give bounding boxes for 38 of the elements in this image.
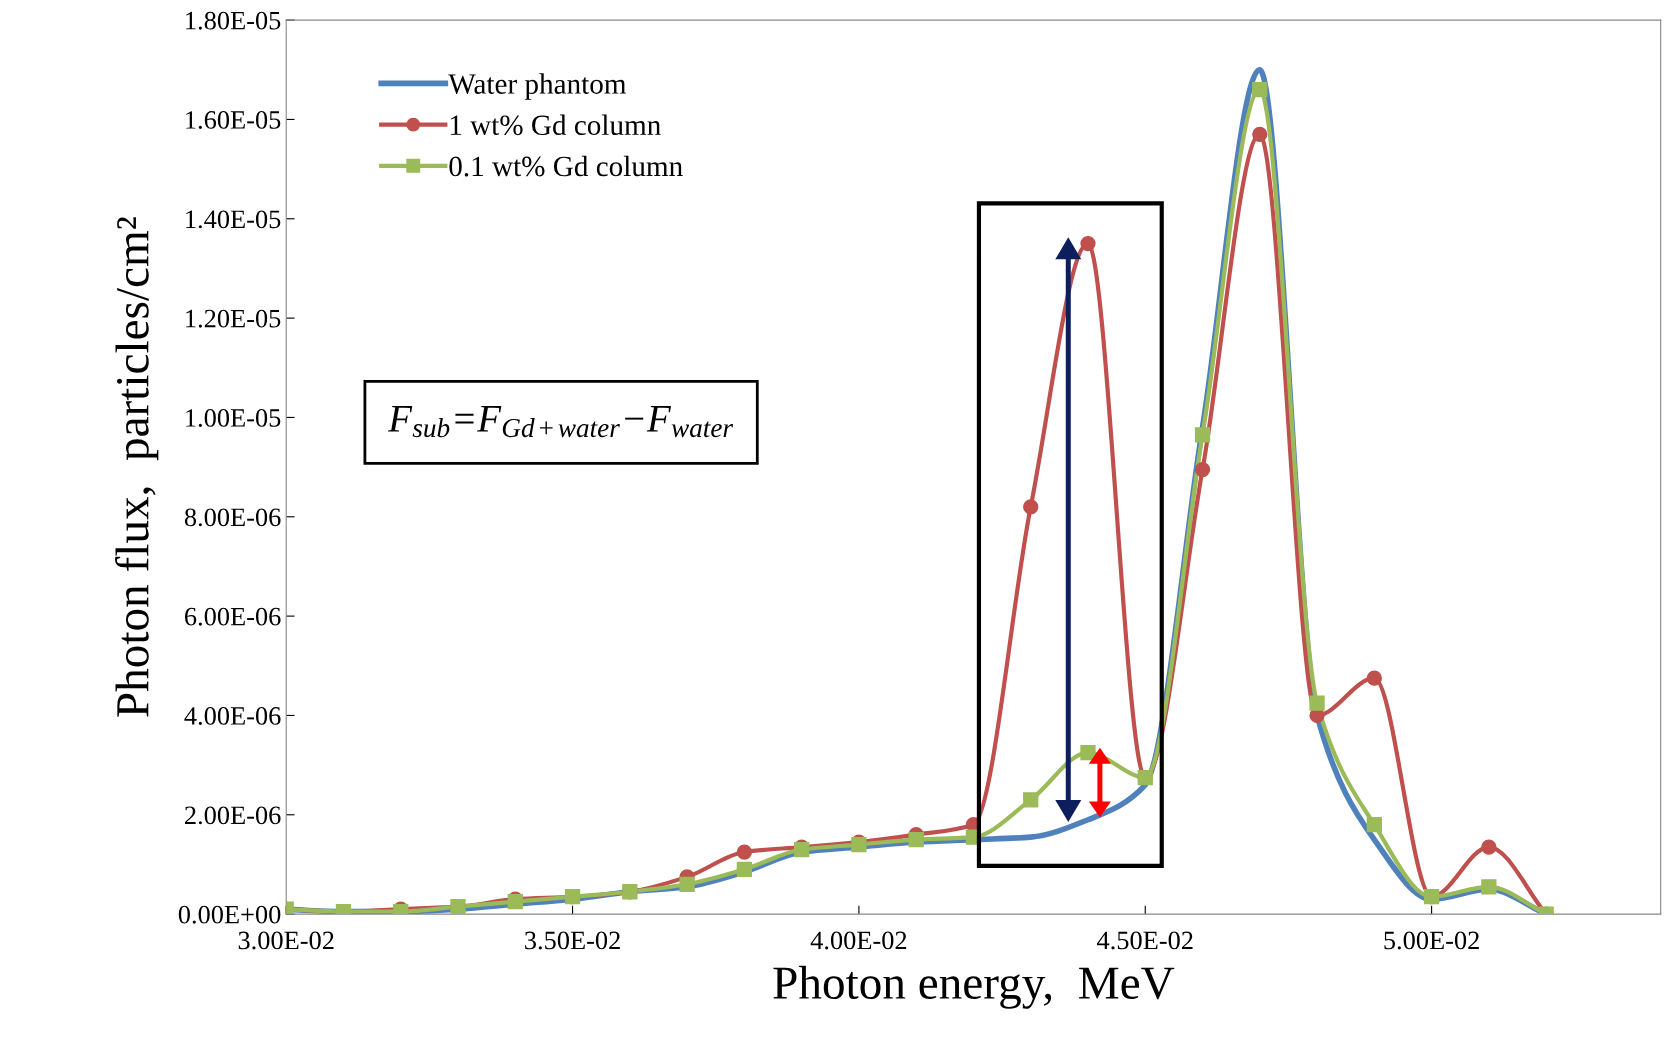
point (1366, 817, 1382, 833)
point (736, 861, 753, 878)
y-tick-label: 2.00E-06 (185, 806, 281, 825)
x-tick-label: 5.00E-02 (1384, 931, 1479, 950)
legend-label: 0.1 wt% Gd column (449, 155, 683, 177)
x-tick-label: 3.50E-02 (525, 931, 620, 950)
y-tick-label: 8.00E-06 (184, 508, 281, 527)
legend-label: 1 wt% Gd column (450, 114, 661, 136)
y-tick-label: 1.80E-05 (186, 11, 281, 30)
x-tick-label: 3.00E-02 (238, 931, 334, 950)
y-tick-label: 4.00E-06 (184, 707, 281, 725)
y-tick-label: 1.60E-05 (186, 111, 281, 129)
point (1080, 235, 1096, 252)
point (1309, 695, 1325, 711)
y-tick-label: 0.00E+00 (178, 905, 281, 924)
annotation: F$_{sub}$=F$_{Gd+water}$−F$_{water}$ (388, 406, 734, 438)
point (1023, 499, 1039, 515)
x-tick-label: 4.50E-02 (1097, 931, 1193, 950)
y-axis-title: Photon flux, particles/cm² (115, 217, 159, 717)
y-tick-label: 6.00E-06 (185, 607, 281, 626)
y-tick-label: 1.20E-05 (186, 309, 281, 328)
point (908, 831, 924, 848)
point (1481, 839, 1497, 855)
x-axis-title: Photon energy, MeV (773, 965, 1175, 1009)
point (1252, 81, 1268, 98)
point (1194, 461, 1211, 478)
point (736, 844, 753, 860)
point (1366, 670, 1382, 686)
y-tick-label: 1.40E-05 (186, 210, 281, 229)
point (1252, 126, 1268, 142)
legend-label: Water phantom (448, 73, 627, 100)
y-tick-label: 1.00E-05 (186, 409, 281, 427)
point (1481, 879, 1497, 895)
x-tick-label: 4.00E-02 (810, 931, 907, 950)
point (679, 876, 695, 892)
point (1194, 427, 1211, 443)
point (1080, 745, 1096, 761)
point (1023, 792, 1039, 808)
